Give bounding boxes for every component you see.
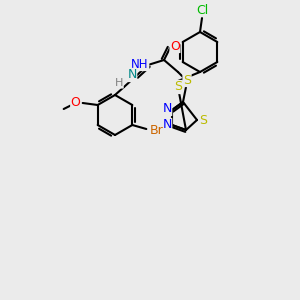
Text: S: S [199,113,207,127]
Text: N: N [162,118,172,131]
Text: S: S [174,80,182,94]
Text: N: N [127,68,137,82]
Text: N: N [162,103,172,116]
Text: Cl: Cl [196,4,208,16]
Text: O: O [71,97,81,110]
Text: S: S [183,74,191,86]
Text: H: H [115,78,123,88]
Text: NH: NH [131,58,149,70]
Text: Br: Br [149,124,163,136]
Text: O: O [170,40,180,52]
